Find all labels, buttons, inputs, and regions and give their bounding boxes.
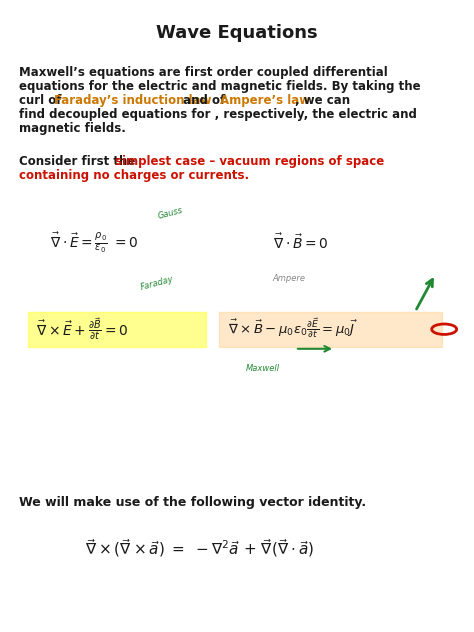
Text: Faraday: Faraday (139, 274, 174, 292)
Text: $\vec{\nabla}\times\vec{E} + \frac{\partial\vec{B}}{\partial t} = 0$: $\vec{\nabla}\times\vec{E} + \frac{\part… (36, 316, 129, 342)
Text: curl of: curl of (19, 94, 65, 107)
Text: $\vec{\nabla}\times(\vec{\nabla}\times\vec{a})$ $= \ -\nabla^2\vec{a}$ $+ \ \vec: $\vec{\nabla}\times(\vec{\nabla}\times\v… (85, 537, 314, 559)
Text: find decoupled equations for , respectively, the electric and: find decoupled equations for , respectiv… (19, 108, 417, 121)
Text: Maxwell’s equations are first order coupled differential: Maxwell’s equations are first order coup… (19, 66, 388, 80)
Text: $\vec{\nabla}\times\vec{B} - \mu_0\epsilon_0\frac{\partial\vec{E}}{\partial t} =: $\vec{\nabla}\times\vec{B} - \mu_0\epsil… (228, 317, 358, 341)
Text: magnetic fields.: magnetic fields. (19, 122, 126, 135)
Text: Wave Equations: Wave Equations (156, 24, 318, 42)
Text: equations for the electric and magnetic fields. By taking the: equations for the electric and magnetic … (19, 80, 420, 94)
Text: , we can: , we can (295, 94, 350, 107)
Text: Faraday’s induction law: Faraday’s induction law (54, 94, 211, 107)
Text: Ampere’s law: Ampere’s law (220, 94, 310, 107)
Text: simplest case – vacuum regions of space: simplest case – vacuum regions of space (115, 155, 384, 168)
Text: We will make use of the following vector identity.: We will make use of the following vector… (19, 496, 366, 509)
Text: $\vec{\nabla}\cdot\vec{B} = 0$: $\vec{\nabla}\cdot\vec{B} = 0$ (273, 233, 328, 252)
Text: $\vec{\nabla}\cdot\vec{E} = \frac{\rho_0}{\epsilon_0}$ $= 0$: $\vec{\nabla}\cdot\vec{E} = \frac{\rho_0… (50, 230, 138, 255)
Text: Ampere: Ampere (273, 274, 306, 283)
Text: Gauss: Gauss (157, 205, 184, 221)
Text: and of: and of (179, 94, 229, 107)
Text: containing no charges or currents.: containing no charges or currents. (19, 169, 249, 182)
Text: Consider first the: Consider first the (19, 155, 139, 168)
Text: Maxwell: Maxwell (246, 364, 280, 373)
